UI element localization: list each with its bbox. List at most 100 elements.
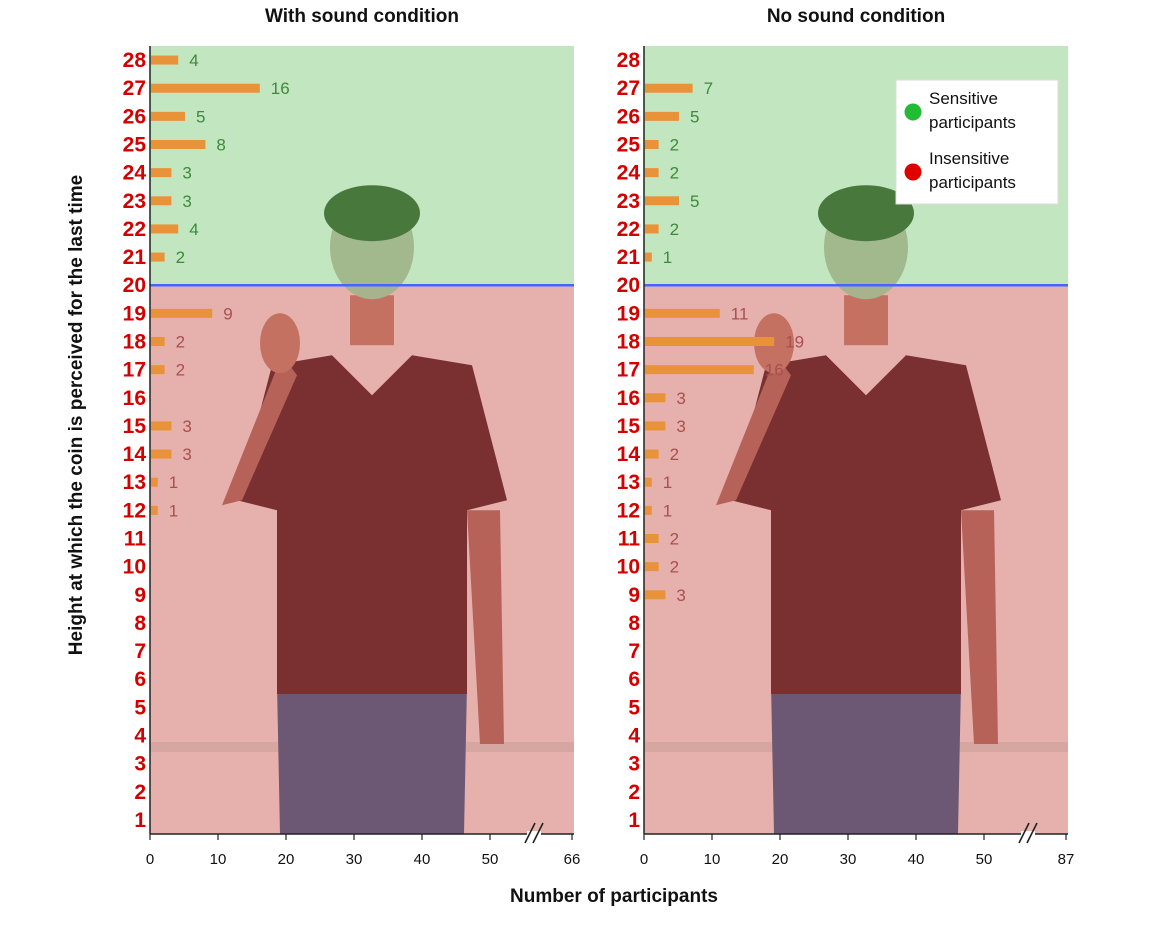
legend-label: participants: [929, 173, 1016, 192]
y-tick-label: 8: [628, 612, 640, 635]
bar-height-25: [151, 140, 206, 149]
tshirt: [731, 355, 1001, 694]
y-tick-label: 17: [617, 359, 640, 382]
chart-panels: With sound condition12345678910111213141…: [123, 6, 1075, 868]
y-tick-label: 9: [628, 584, 640, 607]
bar-height-22: [151, 224, 179, 234]
y-tick-label: 24: [617, 162, 641, 185]
bar-height-25: [645, 140, 659, 149]
bar-height-12: [645, 505, 652, 515]
bar-height-13: [645, 477, 652, 487]
data-label-height-26: 5: [196, 107, 205, 126]
y-tick-label: 10: [123, 556, 146, 579]
bar-height-26: [151, 111, 185, 121]
data-label-height-21: 1: [663, 248, 672, 267]
x-tick-label: 50: [482, 851, 499, 868]
data-label-height-22: 2: [670, 220, 679, 239]
x-tick-label: 0: [640, 851, 648, 868]
thumbs-up-hand: [260, 313, 300, 374]
person-figure: [644, 185, 1068, 834]
y-tick-label: 25: [123, 134, 147, 157]
panel-title: With sound condition: [265, 6, 459, 27]
data-label-height-22: 4: [189, 220, 198, 239]
y-tick-label: 2: [628, 781, 640, 804]
bar-height-26: [645, 111, 679, 121]
y-tick-label: 7: [628, 640, 640, 663]
y-tick-label: 1: [134, 809, 146, 832]
y-tick-label: 18: [617, 331, 641, 354]
x-axis-break-label: 66: [564, 851, 581, 868]
panel-title: No sound condition: [767, 6, 945, 27]
bar-height-15: [645, 421, 666, 431]
x-tick-label: 30: [346, 851, 363, 868]
data-label-height-24: 3: [182, 164, 191, 183]
bar-height-14: [645, 449, 659, 459]
y-tick-label: 3: [134, 753, 146, 776]
data-label-height-19: 11: [731, 304, 749, 323]
bar-height-28: [151, 55, 179, 65]
x-tick-label: 40: [414, 851, 431, 868]
bar-height-23: [645, 196, 679, 206]
lowered-arm: [467, 510, 504, 744]
jeans: [277, 684, 467, 834]
axis-break-gap: [1021, 831, 1035, 837]
y-tick-label: 13: [617, 471, 640, 494]
neck: [350, 295, 394, 346]
x-tick-label: 20: [772, 851, 789, 868]
data-label-height-28: 4: [189, 51, 198, 70]
x-tick-label: 0: [146, 851, 154, 868]
bar-height-12: [151, 505, 158, 515]
y-tick-label: 24: [123, 162, 147, 185]
bar-height-18: [151, 337, 165, 346]
y-tick-label: 18: [123, 331, 147, 354]
y-tick-label: 5: [628, 696, 640, 719]
raised-arm: [716, 355, 791, 506]
data-label-height-18: 19: [785, 333, 804, 352]
x-tick-label: 40: [908, 851, 925, 868]
y-tick-label: 14: [123, 443, 147, 466]
x-tick-label: 30: [840, 851, 857, 868]
data-label-height-23: 3: [182, 192, 191, 211]
legend-label: participants: [929, 113, 1016, 132]
y-tick-label: 4: [134, 725, 146, 748]
axis-break-mark: [1026, 822, 1038, 844]
bar-height-15: [151, 421, 172, 431]
y-tick-label: 6: [628, 668, 640, 691]
bar-height-11: [645, 534, 659, 543]
y-tick-label: 16: [123, 387, 146, 410]
y-tick-label: 23: [123, 190, 146, 213]
legend: Sensitive participants Insensitive particip…: [895, 79, 1059, 205]
bar-height-27: [645, 83, 693, 93]
data-label-height-15: 3: [182, 417, 191, 436]
y-tick-label: 21: [617, 246, 641, 269]
y-tick-label: 25: [617, 134, 641, 157]
bar-height-21: [151, 252, 165, 262]
data-label-height-14: 3: [182, 445, 191, 464]
bar-height-16: [645, 393, 666, 403]
bar-height-13: [151, 477, 158, 487]
data-label-height-10: 2: [670, 558, 679, 577]
bar-height-14: [151, 449, 172, 459]
y-axis-label: Height at which the coin is perceived fo…: [66, 175, 87, 655]
legend-marker-sensitive: [904, 103, 922, 121]
chart-panel-1: With sound condition12345678910111213141…: [123, 6, 581, 868]
y-tick-label: 4: [628, 725, 640, 748]
y-tick-label: 12: [617, 499, 640, 522]
axis-break-mark: [524, 822, 536, 844]
bar-height-21: [645, 252, 652, 262]
data-label-height-21: 2: [176, 248, 185, 267]
legend-label: Insensitive: [929, 149, 1009, 168]
x-tick-label: 10: [210, 851, 227, 868]
data-label-height-15: 3: [676, 417, 685, 436]
data-label-height-18: 2: [176, 333, 185, 352]
y-tick-label: 15: [617, 415, 641, 438]
y-tick-label: 22: [123, 218, 146, 241]
y-tick-label: 26: [617, 105, 640, 128]
hair: [818, 185, 914, 242]
y-tick-label: 20: [617, 274, 640, 297]
tshirt: [237, 355, 507, 694]
data-label-height-12: 1: [169, 501, 178, 520]
y-tick-label: 28: [123, 49, 147, 72]
x-tick-label: 50: [976, 851, 993, 868]
person-figure: [150, 185, 574, 834]
